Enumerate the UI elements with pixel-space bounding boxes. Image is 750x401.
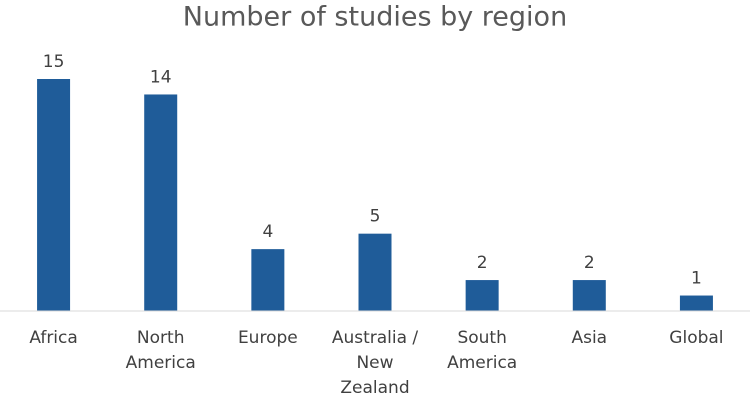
x-tick-label: North America (125, 328, 196, 373)
data-label: 15 (43, 52, 65, 72)
data-label: 14 (150, 67, 172, 87)
bar (572, 280, 606, 311)
data-label: 2 (584, 253, 595, 273)
data-label: 2 (477, 253, 488, 273)
x-tick-label: Africa (29, 328, 78, 348)
x-tick-label: Australia / New Zealand (331, 328, 419, 398)
data-label: 4 (262, 222, 273, 242)
bar (144, 94, 178, 311)
x-tick-label: Global (669, 328, 724, 348)
x-tick-label: Asia (571, 328, 608, 348)
bar (358, 233, 392, 311)
data-label: 5 (370, 207, 381, 227)
bar (465, 280, 499, 311)
x-tick-label: Europe (237, 328, 298, 348)
bar (251, 249, 285, 311)
chart-title: Number of studies by region (183, 2, 567, 33)
data-label: 1 (691, 269, 702, 289)
x-tick-label: South America (447, 328, 518, 373)
bar (37, 79, 71, 311)
bar (679, 295, 713, 311)
